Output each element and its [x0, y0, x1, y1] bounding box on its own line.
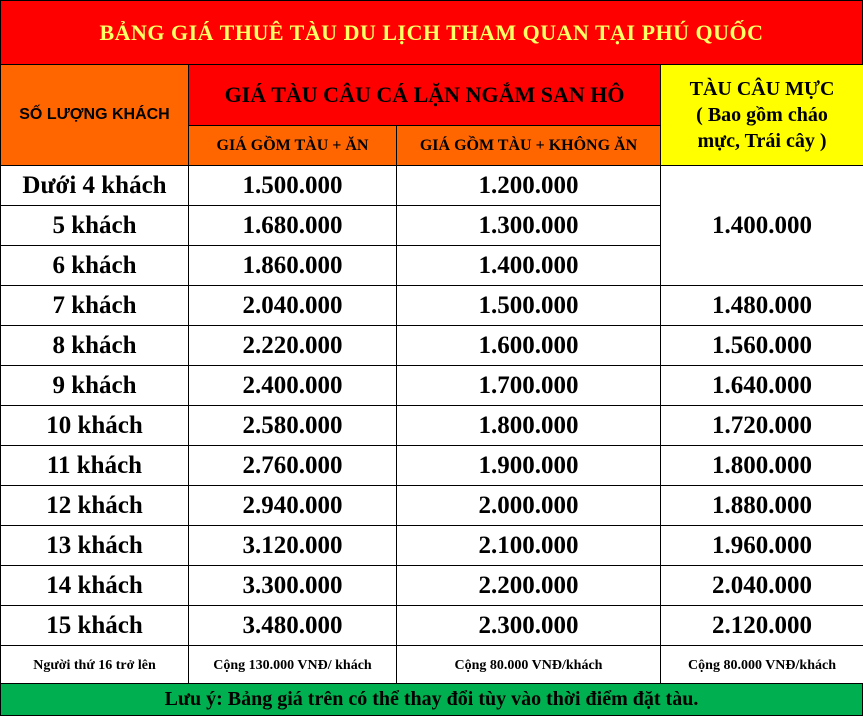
squid-price-cell: 1.880.000	[660, 485, 863, 526]
price-no-meal-cell: 1.200.000	[395, 165, 662, 206]
squid-price-merged-cell: 1.400.000	[660, 165, 863, 286]
price-no-meal-cell: 1.700.000	[395, 365, 662, 406]
guest-count-cell: 7 khách	[0, 285, 189, 326]
price-with-meal-cell: 3.300.000	[188, 565, 397, 606]
table-title: BẢNG GIÁ THUÊ TÀU DU LỊCH THAM QUAN TẠI …	[0, 0, 863, 65]
guest-count-cell: 15 khách	[0, 605, 189, 646]
table-row: 13 khách 3.120.000 2.100.000 1.960.000	[0, 525, 863, 566]
price-no-meal-cell: 2.200.000	[395, 565, 662, 606]
squid-price-cell: 1.960.000	[660, 525, 863, 566]
price-no-meal-cell: 1.900.000	[395, 445, 662, 486]
price-no-meal-cell: 1.600.000	[395, 325, 662, 366]
guest-count-cell: 11 khách	[0, 445, 189, 486]
table-row: 7 khách 2.040.000 1.500.000 1.480.000	[0, 285, 863, 326]
price-table: SỐ LƯỢNG KHÁCH GIÁ TÀU CÂU CÁ LẶN NGẮM S…	[0, 64, 863, 686]
price-with-meal-cell: 2.760.000	[188, 445, 397, 486]
price-with-meal-cell: 2.040.000	[188, 285, 397, 326]
extra-no-meal: Cộng 80.000 VNĐ/khách	[395, 645, 662, 686]
guest-count-cell: 9 khách	[0, 365, 189, 406]
guest-count-cell: Dưới 4 khách	[0, 165, 189, 206]
price-with-meal-cell: 2.400.000	[188, 365, 397, 406]
table-row: 14 khách 3.300.000 2.200.000 2.040.000	[0, 565, 863, 606]
squid-price-cell: 2.120.000	[660, 605, 863, 646]
price-no-meal-cell: 2.100.000	[395, 525, 662, 566]
price-with-meal-cell: 2.580.000	[188, 405, 397, 446]
price-no-meal-cell: 1.500.000	[395, 285, 662, 326]
header-no-meal: GIÁ GỒM TÀU + KHÔNG ĂN	[395, 125, 662, 166]
extra-squid: Cộng 80.000 VNĐ/khách	[660, 645, 863, 686]
price-with-meal-cell: 1.680.000	[188, 205, 397, 246]
price-no-meal-cell: 1.300.000	[395, 205, 662, 246]
guest-count-cell: 14 khách	[0, 565, 189, 606]
guest-count-cell: 8 khách	[0, 325, 189, 366]
guest-count-cell: 5 khách	[0, 205, 189, 246]
table-row: Dưới 4 khách 1.500.000 1.200.000 1.400.0…	[0, 165, 863, 286]
table-row: 10 khách 2.580.000 1.800.000 1.720.000	[0, 405, 863, 446]
header-coral-tour: GIÁ TÀU CÂU CÁ LẶN NGẮM SAN HÔ	[187, 64, 662, 126]
price-no-meal-cell: 1.400.000	[395, 245, 662, 286]
table-row: 15 khách 3.480.000 2.300.000 2.120.000	[0, 605, 863, 646]
table-row: 12 khách 2.940.000 2.000.000 1.880.000	[0, 485, 863, 526]
header-squid-note-2: mực, Trái cây )	[697, 130, 827, 152]
table-row: 5 khách 1.680.000 1.300.000	[0, 205, 863, 246]
price-with-meal-cell: 1.860.000	[188, 245, 397, 286]
header-squid-note-1: ( Bao gồm cháo	[696, 104, 828, 126]
price-no-meal-cell: 2.300.000	[395, 605, 662, 646]
squid-price-cell: 1.800.000	[660, 445, 863, 486]
price-with-meal-cell: 3.120.000	[188, 525, 397, 566]
price-with-meal-cell: 2.940.000	[188, 485, 397, 526]
guest-count-cell: 10 khách	[0, 405, 189, 446]
table-row: 11 khách 2.760.000 1.900.000 1.800.000	[0, 445, 863, 486]
price-with-meal-cell: 1.500.000	[188, 165, 397, 206]
extra-guest-row: Người thứ 16 trở lên Cộng 130.000 VNĐ/ k…	[0, 645, 863, 686]
squid-price-cell: 1.720.000	[660, 405, 863, 446]
squid-price-cell: 2.040.000	[660, 565, 863, 606]
table-row: 8 khách 2.220.000 1.600.000 1.560.000	[0, 325, 863, 366]
squid-price-cell: 1.480.000	[660, 285, 863, 326]
header-squid-title: TÀU CÂU MỰC	[689, 78, 835, 100]
table-row: 9 khách 2.400.000 1.700.000 1.640.000	[0, 365, 863, 406]
price-with-meal-cell: 3.480.000	[188, 605, 397, 646]
header-guests: SỐ LƯỢNG KHÁCH	[0, 64, 189, 166]
price-no-meal-cell: 2.000.000	[395, 485, 662, 526]
squid-price-cell: 1.560.000	[660, 325, 863, 366]
extra-guest-label: Người thứ 16 trở lên	[0, 645, 189, 686]
guest-count-cell: 13 khách	[0, 525, 189, 566]
header-row: SỐ LƯỢNG KHÁCH GIÁ TÀU CÂU CÁ LẶN NGẮM S…	[0, 64, 863, 166]
extra-with-meal: Cộng 130.000 VNĐ/ khách	[188, 645, 397, 686]
header-squid-tour: TÀU CÂU MỰC ( Bao gồm cháo mực, Trái cây…	[660, 64, 863, 166]
guest-count-cell: 12 khách	[0, 485, 189, 526]
price-with-meal-cell: 2.220.000	[188, 325, 397, 366]
footer-note: Lưu ý: Bảng giá trên có thể thay đổi tùy…	[0, 683, 863, 716]
header-with-meal: GIÁ GỒM TÀU + ĂN	[188, 125, 397, 166]
subheader-row: GIÁ GỒM TÀU + ĂN GIÁ GỒM TÀU + KHÔNG ĂN	[1, 125, 863, 166]
price-no-meal-cell: 1.800.000	[395, 405, 662, 446]
guest-count-cell: 6 khách	[0, 245, 189, 286]
squid-price-cell: 1.640.000	[660, 365, 863, 406]
